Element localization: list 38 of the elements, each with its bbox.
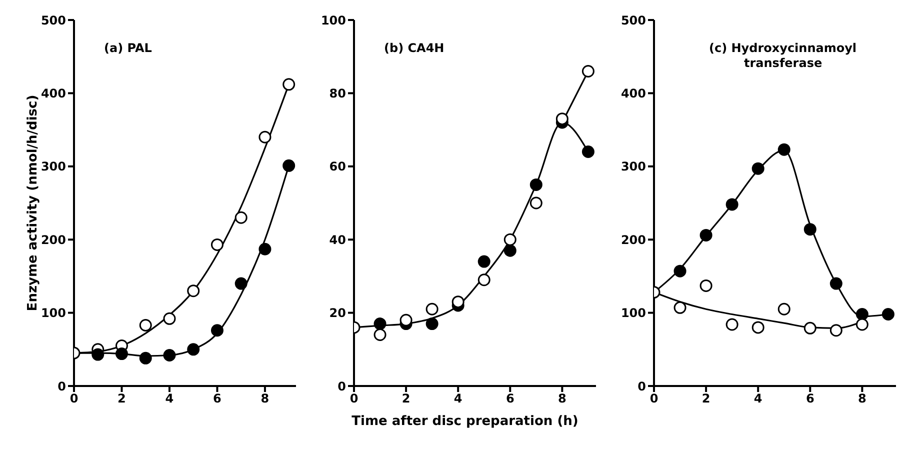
y-tick-label: 20 [329, 306, 346, 320]
text: (b) CA4H [384, 41, 444, 55]
y-tick-label: 100 [620, 306, 646, 320]
y-tick-label: 300 [40, 160, 66, 174]
x-tick-label: 6 [213, 392, 222, 406]
text: (c) Hydroxycinnamoyl transferase [709, 41, 857, 70]
y-tick-label: 0 [638, 379, 646, 394]
y-tick-label: 100 [40, 306, 66, 320]
x-tick-label: 2 [702, 392, 710, 406]
x-tick-label: 6 [506, 392, 514, 406]
text: (a) PAL [104, 41, 152, 55]
x-tick-label: 6 [806, 392, 814, 406]
y-tick-label: 500 [620, 13, 646, 28]
y-tick-label: 0 [58, 379, 66, 394]
x-tick-label: 0 [70, 392, 78, 406]
x-tick-label: 2 [402, 392, 410, 406]
y-tick-label: 0 [338, 379, 346, 394]
y-tick-label: 80 [329, 86, 346, 100]
y-tick-label: 100 [320, 13, 346, 28]
x-tick-label: 2 [118, 392, 126, 406]
x-tick-label: 4 [165, 392, 174, 406]
y-tick-label: 200 [40, 232, 66, 247]
y-tick-label: 200 [620, 232, 646, 247]
y-tick-label: 300 [620, 160, 646, 174]
x-tick-label: 4 [754, 392, 762, 406]
x-tick-label: 4 [454, 392, 462, 406]
y-axis-title: Enzyme activity (nmol/h/disc) [26, 94, 41, 312]
x-tick-label: 8 [260, 392, 270, 406]
y-tick-label: 400 [40, 86, 66, 100]
y-tick-label: 40 [329, 232, 346, 247]
y-tick-label: 500 [40, 13, 66, 28]
y-tick-label: 60 [329, 160, 346, 174]
x-axis-title: Time after disc preparation (h) [350, 414, 580, 429]
x-tick-label: 8 [558, 392, 566, 406]
x-tick-label: 8 [858, 392, 866, 406]
y-tick-label: 400 [620, 86, 646, 100]
x-tick-label: 0 [350, 392, 358, 406]
x-tick-label: 0 [650, 392, 658, 406]
